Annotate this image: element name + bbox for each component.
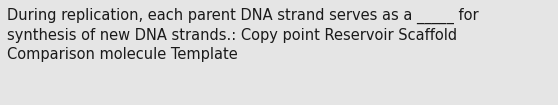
Text: During replication, each parent DNA strand serves as a _____ for
synthesis of ne: During replication, each parent DNA stra…	[7, 7, 479, 62]
